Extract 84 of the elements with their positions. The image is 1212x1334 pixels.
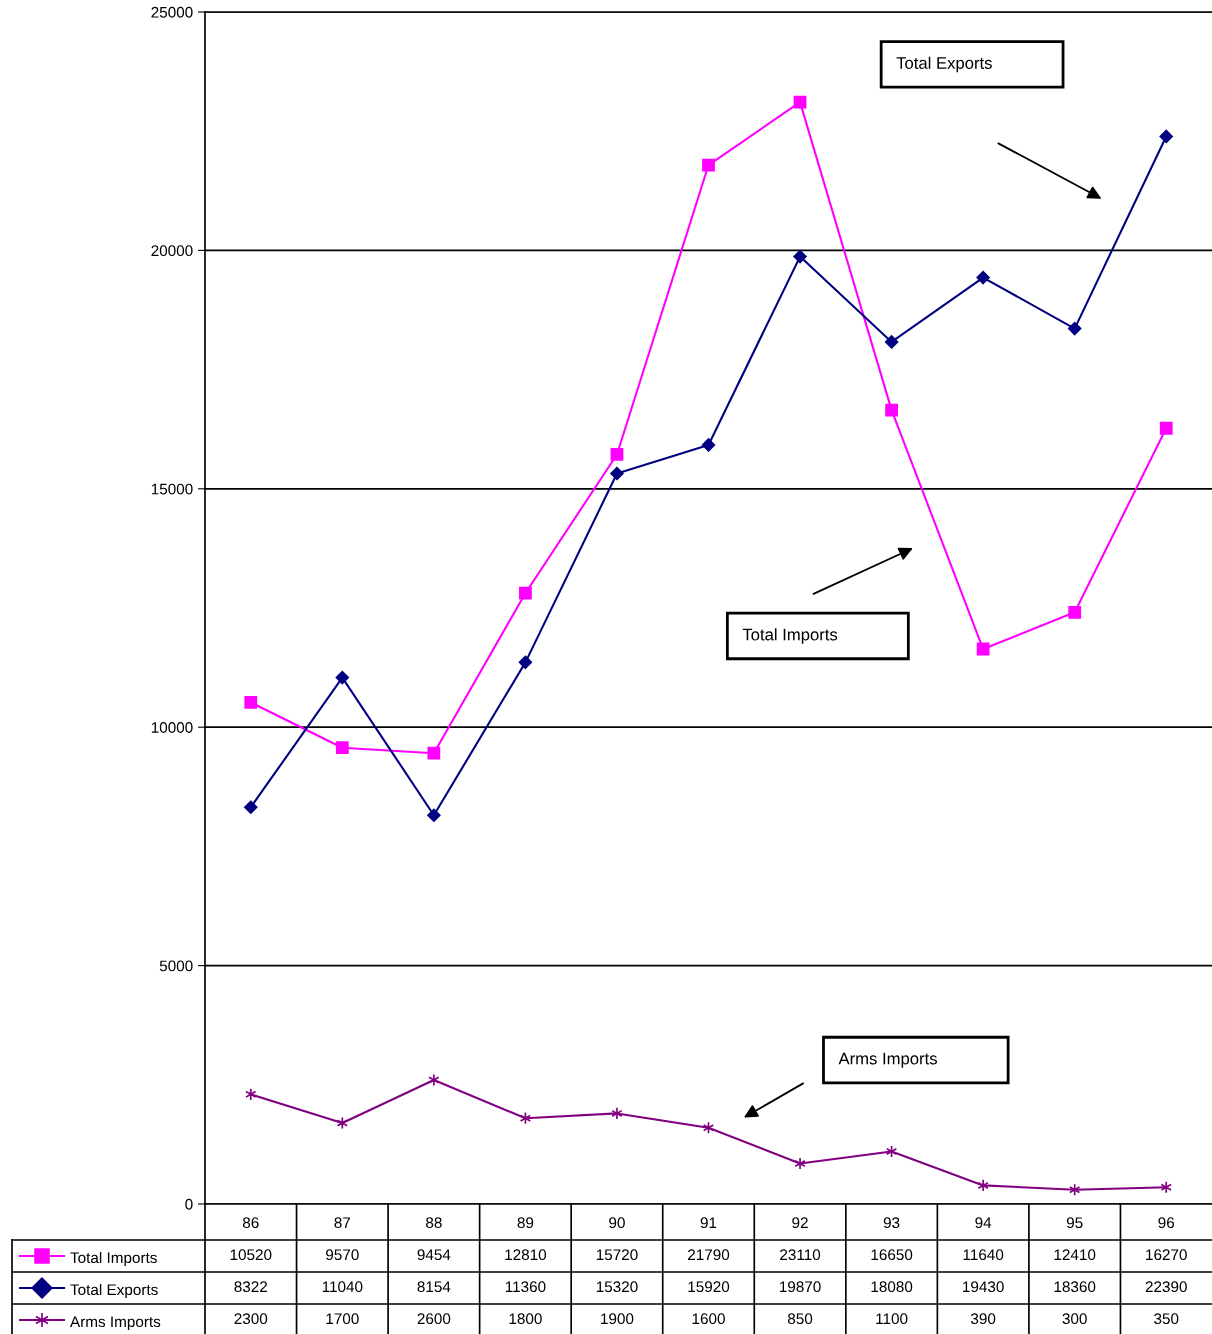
data-label: 15720	[596, 1249, 638, 1261]
point	[1067, 321, 1082, 336]
data-label: 15920	[688, 1281, 730, 1293]
data-label: 23110	[780, 1249, 821, 1261]
legend-label: Arms Imports	[70, 1316, 161, 1331]
x-tick-label: 90	[609, 1217, 625, 1229]
x-tick-label: 86	[242, 1217, 259, 1229]
data-label: 16650	[871, 1249, 913, 1261]
data-label: 21790	[688, 1249, 730, 1261]
data-label: 300	[1062, 1313, 1087, 1325]
point	[1068, 605, 1082, 619]
x-tick-label: 95	[1066, 1217, 1083, 1229]
point	[335, 670, 350, 685]
point	[884, 335, 899, 349]
point	[1159, 129, 1173, 144]
data-label: 19870	[779, 1281, 821, 1293]
x-tick-label: 96	[1158, 1217, 1175, 1229]
x-tick-label: 91	[700, 1217, 717, 1229]
point	[244, 800, 258, 814]
data-label: 8154	[417, 1281, 451, 1293]
data-label: 19430	[963, 1281, 1004, 1293]
y-tick-label: 15000	[151, 483, 193, 495]
point	[976, 270, 990, 285]
y-tick-label: 25000	[151, 6, 193, 18]
data-label: 12810	[505, 1249, 547, 1261]
x-tick-label: 93	[883, 1217, 900, 1229]
point	[518, 655, 533, 670]
point	[245, 1087, 257, 1101]
x-tick-label: 89	[517, 1217, 534, 1229]
point	[611, 1107, 623, 1120]
data-label: 10520	[230, 1249, 272, 1261]
point	[885, 403, 898, 417]
annotation: Total Imports	[742, 628, 838, 644]
data-label: 18360	[1054, 1281, 1096, 1293]
data-label: 850	[787, 1313, 813, 1325]
data-label: 22390	[1145, 1281, 1187, 1293]
data-label: 2600	[417, 1313, 451, 1325]
data-label: 1700	[326, 1313, 359, 1325]
point	[610, 466, 624, 481]
x-tick-label: 94	[975, 1217, 992, 1229]
data-label: 12410	[1054, 1249, 1096, 1261]
point	[1160, 1180, 1172, 1194]
point	[244, 696, 258, 709]
data-label: 1100	[876, 1313, 908, 1325]
data-label: 11360	[505, 1281, 546, 1293]
data-label: 8322	[234, 1281, 267, 1293]
data-label: 1900	[601, 1313, 634, 1325]
point	[427, 808, 441, 822]
x-tick-label: 88	[426, 1217, 442, 1229]
x-tick-label: 87	[334, 1217, 351, 1229]
point	[1159, 421, 1173, 435]
data-label: 11640	[963, 1249, 1004, 1261]
data-label: 1800	[509, 1313, 542, 1325]
y-tick-label: 20000	[151, 245, 193, 257]
x-tick-label: 92	[792, 1217, 808, 1229]
data-label: 15320	[596, 1281, 638, 1293]
data-label: 9570	[326, 1249, 359, 1261]
y-tick-label: 5000	[159, 960, 193, 972]
data-label: 2300	[234, 1313, 268, 1325]
legend-label: Total Exports	[70, 1283, 158, 1299]
y-tick-label: 10000	[151, 722, 193, 733]
data-label: 1600	[692, 1313, 725, 1325]
point	[977, 1179, 989, 1192]
y-tick-label: 0	[185, 1198, 193, 1210]
annotation: Arms Imports	[838, 1052, 937, 1068]
point	[428, 1073, 440, 1087]
point	[793, 95, 807, 109]
data-label: 350	[1154, 1313, 1179, 1325]
point	[427, 746, 441, 760]
point	[335, 741, 349, 755]
point	[976, 642, 990, 656]
data-label: 16270	[1146, 1249, 1187, 1261]
data-label: 390	[970, 1313, 996, 1325]
data-label: 9454	[417, 1249, 451, 1261]
legend-label: Total Imports	[70, 1251, 157, 1267]
point	[610, 448, 624, 461]
data-label: 18080	[871, 1281, 913, 1293]
data-label: 11040	[322, 1281, 363, 1293]
point	[701, 438, 716, 452]
annotation: Total Exports	[896, 56, 992, 73]
point	[519, 586, 532, 600]
point	[793, 249, 807, 264]
point	[702, 158, 715, 172]
point	[336, 1116, 348, 1130]
